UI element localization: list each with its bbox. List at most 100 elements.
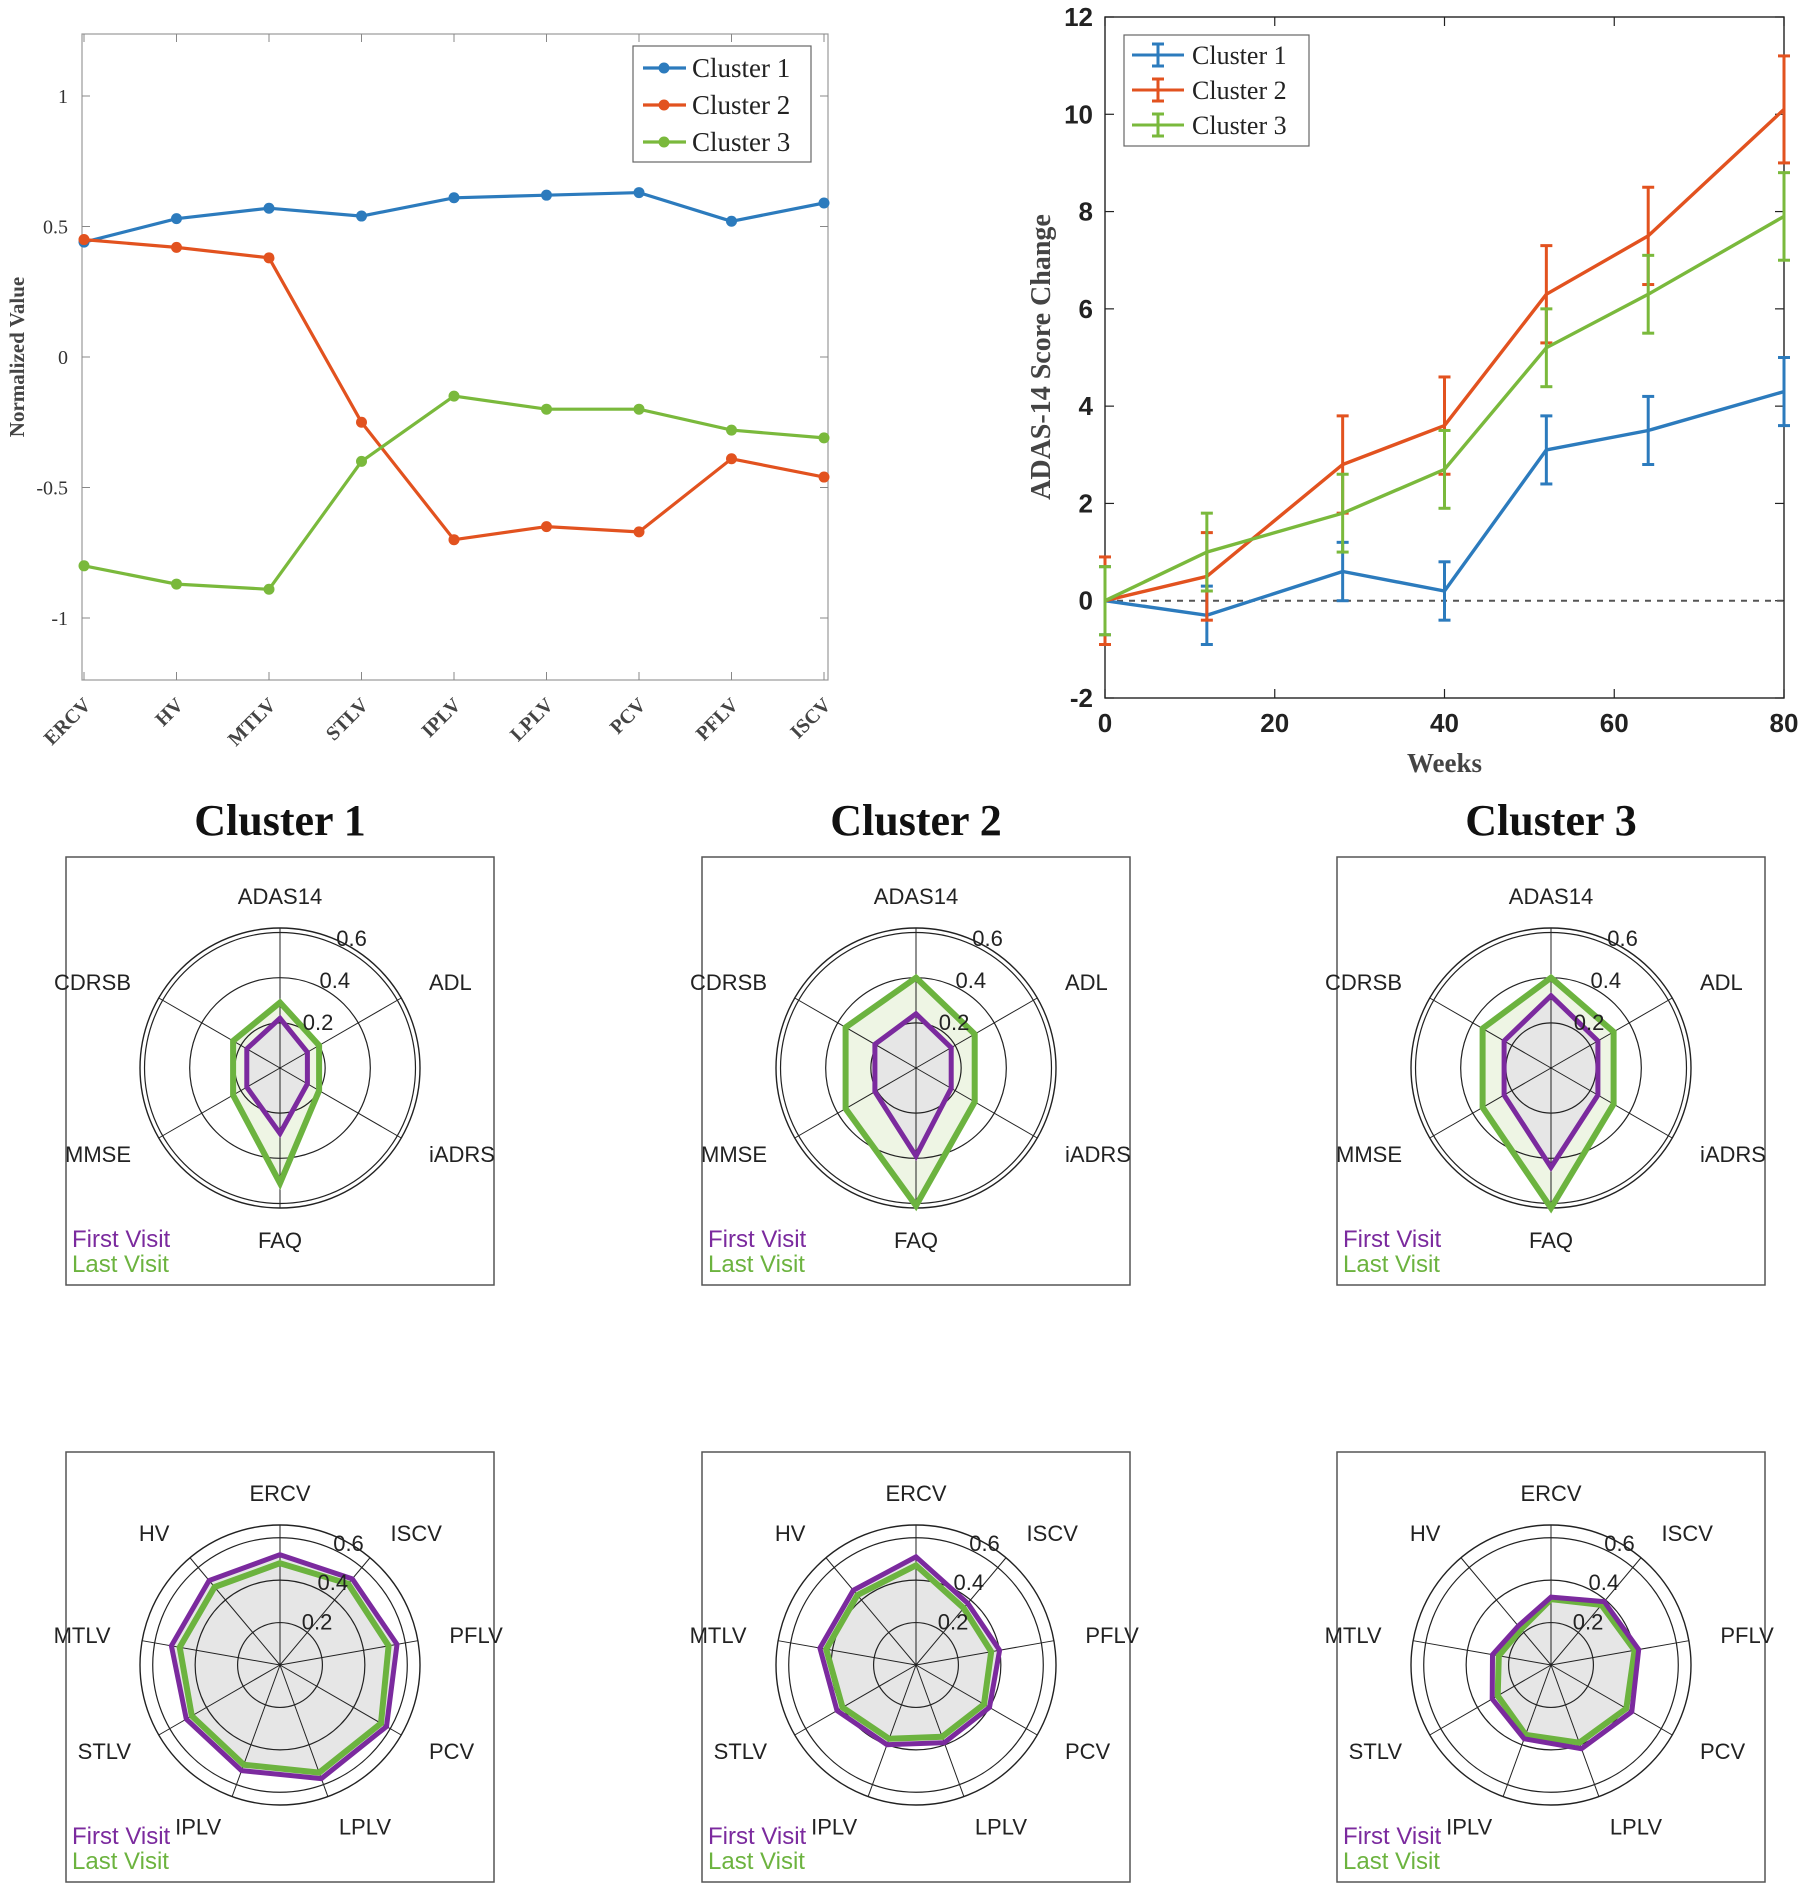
radar-axis-label: iADRS bbox=[429, 1142, 495, 1167]
radar-panel: 0.2 0.4 0.6 ERCV ISCV PFLV PCV LPLV IPLV STLV MTLV… bbox=[54, 1451, 503, 1883]
radar-spoke bbox=[1502, 1664, 1552, 1797]
legend-last-visit: Last Visit bbox=[72, 1848, 169, 1875]
radius-tick-label: 0.4 bbox=[1588, 1570, 1619, 1595]
data-point bbox=[171, 241, 182, 253]
data-point bbox=[171, 213, 182, 225]
radar-spoke bbox=[1550, 1664, 1600, 1797]
radar-axis-label: PCV bbox=[1065, 1739, 1111, 1764]
x-tick-label: MTLV bbox=[224, 694, 281, 751]
radar-spoke bbox=[158, 997, 281, 1069]
x-tick-label: 60 bbox=[1600, 708, 1629, 738]
radius-tick-label: 0.6 bbox=[1604, 1531, 1635, 1556]
radar-spoke bbox=[915, 1640, 1054, 1666]
radar-axis-label: ADAS14 bbox=[1509, 884, 1593, 909]
legend-first-visit: First Visit bbox=[1343, 1226, 1442, 1253]
radar-spoke bbox=[915, 1664, 1038, 1736]
radar-axis-label: ADAS14 bbox=[874, 884, 958, 909]
radius-tick-label: 0.2 bbox=[303, 1010, 334, 1035]
legend-last-visit: Last Visit bbox=[708, 1848, 805, 1875]
x-tick-label: HV bbox=[151, 694, 188, 731]
data-point bbox=[633, 526, 645, 538]
radius-tick-label: 0.2 bbox=[939, 1010, 970, 1035]
legend-marker bbox=[658, 99, 670, 111]
radius-tick-label: 0.4 bbox=[320, 968, 351, 993]
radar-spoke bbox=[794, 1067, 917, 1139]
data-point bbox=[356, 210, 367, 222]
data-point bbox=[356, 416, 367, 428]
legend-marker bbox=[658, 136, 670, 148]
first-visit-outline bbox=[1501, 992, 1601, 1172]
radar-spoke bbox=[231, 1664, 281, 1797]
legend-last-visit: Last Visit bbox=[1343, 1251, 1440, 1278]
data-point bbox=[633, 187, 645, 199]
normalized-value-chart: -1 -0.5 0 0.5 1 ERCV HV MTLV STLV IPLV LPLV PCV PFLV… bbox=[5, 33, 836, 751]
radar-axis-label: FAQ bbox=[894, 1228, 938, 1253]
y-tick-label: 10 bbox=[1064, 99, 1093, 129]
radius-tick-label: 0.6 bbox=[336, 926, 367, 951]
radius-tick-label: 0.4 bbox=[953, 1570, 984, 1595]
radar-spoke bbox=[825, 1557, 917, 1666]
radius-tick-label: 0.4 bbox=[956, 968, 987, 993]
radar-spoke bbox=[778, 1640, 917, 1666]
radius-tick-label: 0.6 bbox=[333, 1531, 364, 1556]
radar-axis-label: PCV bbox=[429, 1739, 475, 1764]
radar-axis-label: HV bbox=[1410, 1521, 1441, 1546]
radar-spoke bbox=[1413, 1640, 1552, 1666]
y-tick-label: -2 bbox=[1070, 683, 1093, 713]
radar-axis-label: HV bbox=[139, 1521, 170, 1546]
legend-first-visit: First Visit bbox=[72, 1823, 171, 1850]
last-visit-outline bbox=[176, 1560, 392, 1776]
radar-axis-label: STLV bbox=[714, 1739, 768, 1764]
first-visit-outline bbox=[244, 1014, 310, 1139]
radius-tick-label: 0.6 bbox=[969, 1531, 1000, 1556]
radar-axis-label: iADRS bbox=[1065, 1142, 1131, 1167]
y-tick-label: 4 bbox=[1079, 391, 1094, 421]
radar-axis-label: LPLV bbox=[1610, 1815, 1663, 1840]
first-visit-outline bbox=[1489, 1594, 1642, 1752]
legend: Cluster 1 Cluster 2 Cluster 3 bbox=[1123, 34, 1310, 147]
y-tick-label: 6 bbox=[1079, 294, 1093, 324]
last-visit-outline bbox=[230, 998, 323, 1191]
radar-spoke bbox=[158, 1664, 281, 1736]
radar-spoke bbox=[189, 1557, 281, 1666]
radar-spoke bbox=[1429, 997, 1552, 1069]
x-tick-label: 40 bbox=[1430, 708, 1459, 738]
legend-marker bbox=[658, 62, 670, 74]
radar-axis-label: STLV bbox=[78, 1739, 132, 1764]
radar-axis-label: iADRS bbox=[1700, 1142, 1766, 1167]
y-tick-label: -0.5 bbox=[36, 478, 68, 500]
data-point bbox=[633, 403, 645, 415]
radar-spoke bbox=[1550, 1640, 1689, 1666]
legend-first-visit: First Visit bbox=[1343, 1823, 1442, 1850]
data-point bbox=[541, 521, 552, 533]
radius-tick-label: 0.6 bbox=[1607, 926, 1638, 951]
data-point bbox=[263, 202, 275, 214]
x-tick-label: STLV bbox=[322, 694, 374, 746]
legend-label: Cluster 1 bbox=[1192, 41, 1287, 70]
radar-axis-label: MTLV bbox=[690, 1623, 747, 1648]
radar-axis-label: CDRSB bbox=[690, 970, 767, 995]
radar-panel: Cluster 2 0.2 0.4 0.6 ADAS14 ADL iADRS FAQ MMSE C… bbox=[690, 796, 1131, 1286]
radar-axis-label: CDRSB bbox=[54, 970, 131, 995]
radar-spoke bbox=[794, 1664, 917, 1736]
radar-axis-label: CDRSB bbox=[1325, 970, 1402, 995]
data-point bbox=[448, 192, 460, 204]
data-point bbox=[78, 560, 90, 572]
y-tick-label: 1 bbox=[58, 86, 68, 108]
y-tick-label: 0 bbox=[1079, 586, 1093, 616]
radar-spoke bbox=[1550, 1664, 1673, 1736]
radar-panel: Cluster 1 0.2 0.4 0.6 ADAS14 ADL iADRS FAQ MMSE C… bbox=[54, 796, 495, 1286]
radar-axis-label: IPLV bbox=[175, 1815, 221, 1840]
radar-axis-label: FAQ bbox=[258, 1228, 302, 1253]
data-point bbox=[541, 189, 552, 201]
data-point bbox=[726, 424, 737, 436]
radar-axis-label: ADL bbox=[1700, 970, 1743, 995]
panel-title: Cluster 2 bbox=[830, 796, 1002, 845]
radar-spoke bbox=[142, 1640, 281, 1666]
data-point bbox=[818, 197, 830, 209]
x-tick-label: ERCV bbox=[40, 694, 96, 750]
radar-spoke bbox=[279, 997, 402, 1069]
radar-axis-label: MMSE bbox=[65, 1142, 131, 1167]
y-tick-label: 8 bbox=[1079, 197, 1093, 227]
